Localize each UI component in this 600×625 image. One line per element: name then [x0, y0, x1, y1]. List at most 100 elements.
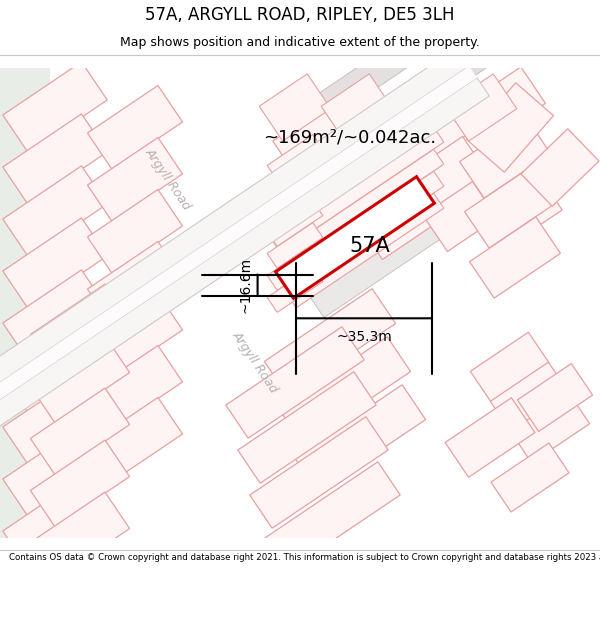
Polygon shape: [284, 438, 364, 503]
Text: Contains OS data © Crown copyright and database right 2021. This information is : Contains OS data © Crown copyright and d…: [9, 553, 600, 562]
Polygon shape: [110, 309, 166, 358]
Polygon shape: [238, 372, 376, 483]
Polygon shape: [468, 84, 542, 154]
Polygon shape: [88, 398, 182, 481]
Polygon shape: [283, 152, 357, 222]
Polygon shape: [3, 114, 107, 205]
Polygon shape: [265, 289, 395, 396]
Polygon shape: [3, 374, 107, 465]
Polygon shape: [358, 189, 432, 259]
Polygon shape: [267, 244, 323, 291]
Polygon shape: [467, 82, 553, 172]
Polygon shape: [464, 167, 556, 248]
Polygon shape: [460, 117, 550, 198]
Polygon shape: [0, 66, 477, 469]
Polygon shape: [455, 67, 545, 148]
Polygon shape: [326, 405, 403, 468]
Polygon shape: [88, 86, 182, 169]
Polygon shape: [311, 357, 388, 420]
Polygon shape: [521, 129, 599, 206]
Polygon shape: [517, 364, 593, 431]
Polygon shape: [494, 231, 547, 280]
Polygon shape: [257, 118, 473, 318]
Polygon shape: [423, 181, 497, 251]
Polygon shape: [293, 198, 367, 268]
Polygon shape: [55, 352, 113, 403]
Polygon shape: [267, 134, 323, 181]
Polygon shape: [296, 483, 376, 548]
Polygon shape: [55, 456, 113, 507]
Polygon shape: [280, 337, 410, 444]
Polygon shape: [479, 81, 532, 130]
Polygon shape: [110, 361, 166, 410]
Polygon shape: [31, 389, 92, 444]
Polygon shape: [348, 144, 422, 214]
Polygon shape: [88, 241, 182, 326]
Text: ~16.6m: ~16.6m: [239, 257, 253, 313]
Polygon shape: [31, 441, 92, 496]
Polygon shape: [488, 181, 541, 230]
Polygon shape: [267, 201, 323, 246]
Polygon shape: [110, 101, 166, 150]
Polygon shape: [31, 492, 130, 579]
Polygon shape: [31, 234, 92, 288]
Polygon shape: [0, 48, 469, 458]
Polygon shape: [31, 440, 130, 527]
Polygon shape: [110, 412, 166, 462]
Polygon shape: [445, 398, 535, 478]
Polygon shape: [413, 136, 487, 206]
Polygon shape: [490, 362, 569, 433]
Polygon shape: [55, 300, 113, 351]
Polygon shape: [267, 157, 323, 202]
Text: 57A: 57A: [350, 236, 391, 256]
Polygon shape: [55, 508, 113, 559]
Polygon shape: [31, 286, 92, 339]
Polygon shape: [267, 222, 323, 268]
Polygon shape: [286, 127, 444, 242]
Polygon shape: [488, 174, 562, 244]
Text: Argyll Road: Argyll Road: [143, 146, 193, 213]
Polygon shape: [445, 74, 517, 141]
Polygon shape: [31, 78, 92, 131]
Polygon shape: [31, 338, 92, 391]
Polygon shape: [513, 376, 557, 415]
Bar: [0, 62, 50, 542]
Polygon shape: [511, 392, 590, 463]
Polygon shape: [55, 404, 113, 455]
Polygon shape: [88, 138, 182, 221]
Polygon shape: [470, 217, 560, 298]
Polygon shape: [470, 332, 550, 403]
Polygon shape: [110, 152, 166, 202]
Polygon shape: [296, 309, 373, 372]
Polygon shape: [31, 181, 92, 236]
Polygon shape: [259, 74, 331, 141]
Polygon shape: [403, 91, 477, 161]
Text: Argyll Road: Argyll Road: [230, 329, 280, 396]
Polygon shape: [484, 131, 536, 180]
Polygon shape: [286, 193, 444, 308]
Polygon shape: [88, 294, 182, 378]
Polygon shape: [286, 105, 444, 220]
Polygon shape: [3, 426, 107, 517]
Polygon shape: [275, 177, 434, 298]
Polygon shape: [374, 50, 486, 135]
Text: 57A, ARGYLL ROAD, RIPLEY, DE5 3LH: 57A, ARGYLL ROAD, RIPLEY, DE5 3LH: [145, 6, 455, 24]
Polygon shape: [533, 406, 577, 445]
Polygon shape: [284, 25, 436, 140]
Text: ~169m²/~0.042ac.: ~169m²/~0.042ac.: [263, 129, 437, 146]
Polygon shape: [321, 74, 393, 141]
Polygon shape: [226, 327, 364, 438]
Polygon shape: [286, 149, 444, 264]
Polygon shape: [383, 74, 455, 141]
Polygon shape: [110, 257, 166, 306]
Polygon shape: [0, 78, 490, 488]
Text: Map shows position and indicative extent of the property.: Map shows position and indicative extent…: [120, 36, 480, 49]
Polygon shape: [3, 270, 107, 361]
Polygon shape: [260, 348, 340, 413]
Polygon shape: [31, 388, 130, 475]
Polygon shape: [491, 443, 569, 512]
Polygon shape: [338, 99, 412, 169]
Polygon shape: [262, 462, 400, 573]
Polygon shape: [273, 107, 347, 177]
Polygon shape: [3, 62, 107, 153]
